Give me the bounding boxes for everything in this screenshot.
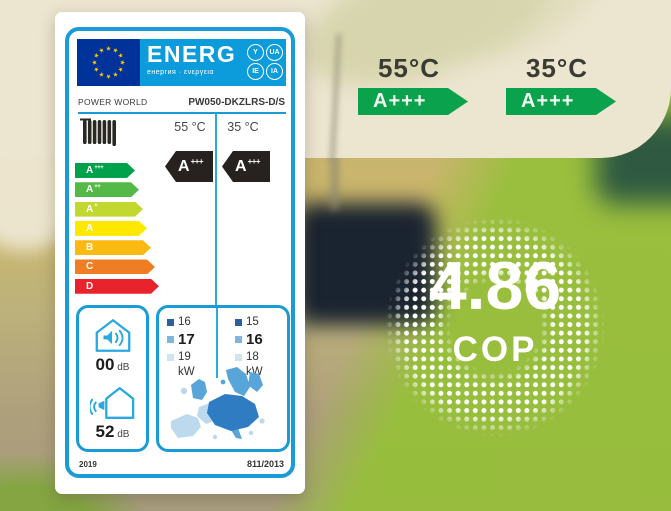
brand-row: POWER WORLD PW050-DKZLRS-D/S — [78, 97, 285, 108]
kw-value: 18 — [246, 351, 259, 363]
kw-value: 17 — [178, 331, 195, 348]
suffix-circle-ie: IE — [247, 63, 264, 80]
outdoor-db-number: 52 — [95, 422, 115, 441]
suffix-circle-ia: IA — [266, 63, 283, 80]
rating-badge-35: A+++ — [506, 88, 616, 115]
legend-square-dark — [167, 318, 174, 326]
energ-logo: ENERG енергия · ενεργεια — [140, 39, 236, 86]
column-divider — [215, 113, 217, 305]
suffix-circle-ua: UA — [266, 44, 283, 61]
eu-header-band: ENERG енергия · ενεργεια Y UA IE IA — [77, 39, 286, 86]
rating-badge-55: A+++ — [358, 88, 468, 115]
kw-value: 15 — [246, 316, 259, 328]
rating-letter: A — [178, 157, 190, 175]
kw-row: 17 — [167, 331, 195, 348]
scale-sup: + — [94, 203, 98, 210]
rating-arrow-35: A +++ — [222, 151, 270, 182]
radiator-icon — [80, 118, 116, 146]
energ-subtitle: енергия · ενεργεια — [147, 69, 214, 76]
kw-row: 16 — [167, 315, 195, 329]
cop-value: 4.86 — [428, 248, 562, 324]
kw-unit: kW — [178, 366, 195, 378]
rating-sup: +++ — [190, 157, 204, 166]
scale-letter: A — [86, 203, 94, 215]
kw-row: 15 — [235, 315, 263, 329]
scale-letter: B — [86, 242, 94, 254]
outdoor-noise-icon — [89, 386, 134, 419]
scale-sup: ++ — [94, 183, 101, 190]
indoor-noise-icon — [95, 319, 130, 352]
scale-letter: A — [86, 184, 94, 196]
temp-35-label: 35°C — [525, 53, 589, 83]
indoor-noise-value: 00 dB — [96, 355, 130, 375]
outdoor-db-unit: dB — [117, 429, 130, 440]
indoor-db-unit: dB — [117, 362, 130, 373]
model-number: PW050-DKZLRS-D/S — [188, 97, 285, 108]
scale-arrow-d: D — [75, 279, 159, 294]
rating-arrow-55: A +++ — [165, 151, 213, 182]
scale-arrow-c: C — [75, 259, 155, 274]
scale-letter: A — [86, 222, 94, 234]
europe-map — [171, 367, 265, 440]
scale-arrow-a2: A ++ — [75, 182, 139, 197]
noise-box: 00 dB 52 dB — [76, 305, 149, 452]
temp-55-label: 55°C — [377, 53, 441, 83]
energy-label-card: ENERG енергия · ενεργεια Y UA IE IA POWE… — [55, 12, 305, 494]
label-year: 2019 — [79, 460, 97, 469]
scale-arrow-b: B — [75, 240, 151, 255]
scale-sup: +++ — [94, 164, 104, 171]
efficiency-scale: A +++ A ++ A + A B C D — [75, 163, 159, 298]
legend-square-dark — [235, 318, 242, 326]
power-column-divider — [216, 308, 218, 378]
legend-square-light — [167, 353, 174, 361]
legend-square-mid — [235, 336, 242, 343]
power-box: 16 17 19 kW 15 16 18 kW — [156, 305, 290, 452]
scale-arrow-a: A — [75, 221, 147, 236]
divider-line — [78, 112, 286, 114]
outdoor-noise-value: 52 dB — [96, 422, 130, 442]
scale-letter: C — [86, 261, 94, 273]
legend-square-mid — [167, 336, 174, 343]
kw-value: 16 — [246, 331, 263, 348]
kw-value: 16 — [178, 316, 191, 328]
column-header-55: 55 °C — [174, 120, 206, 134]
kw-row: 19 — [167, 350, 195, 364]
cop-label: COP — [452, 330, 538, 369]
label-blue-frame — [65, 27, 295, 478]
kw-row: 18 — [235, 350, 263, 364]
suffix-circle-y: Y — [247, 44, 264, 61]
rating-letter: A — [235, 157, 247, 175]
energ-title: ENERG — [147, 41, 237, 67]
kw-row: 16 — [235, 331, 263, 348]
scale-letter: A — [86, 165, 94, 176]
regulation-number: 811/2013 — [246, 459, 284, 469]
eu-flag-icon — [77, 39, 140, 86]
scale-arrow-a3: A +++ — [75, 163, 135, 178]
legend-square-light — [235, 353, 242, 361]
scale-arrow-a1: A + — [75, 202, 143, 217]
brand-name: POWER WORLD — [78, 97, 148, 107]
power-column-55: 16 17 19 kW — [167, 315, 195, 378]
energ-suffix-circles: Y UA IE IA — [247, 44, 283, 80]
indoor-db-number: 00 — [95, 355, 115, 374]
halftone-ring — [385, 217, 605, 437]
kw-value: 19 — [178, 351, 191, 363]
column-header-35: 35 °C — [227, 120, 259, 134]
scale-letter: D — [86, 280, 94, 292]
rating-sup: +++ — [247, 157, 261, 166]
